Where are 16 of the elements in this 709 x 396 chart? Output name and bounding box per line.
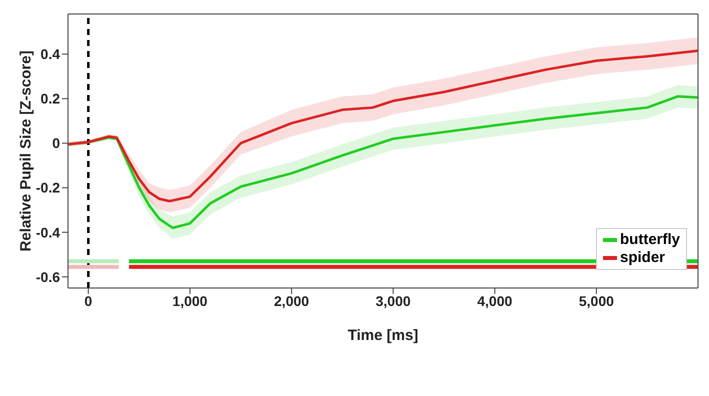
legend-label: spider [620, 249, 666, 267]
y-tick-label: 0.2 [40, 90, 60, 107]
x-tick-label: 4,000 [477, 292, 512, 309]
y-tick-label: -0.6 [36, 268, 60, 285]
y-tick-label: -0.4 [36, 224, 60, 240]
x-tick-label: 2,000 [274, 292, 310, 309]
x-tick-label: 3,000 [376, 292, 411, 309]
y-tick-label: -0.2 [36, 180, 60, 196]
x-tick-label: 0 [84, 292, 92, 309]
legend-label: butterfly [620, 231, 680, 249]
x-tick-label: 1,000 [172, 292, 208, 309]
x-tick-label: 5,000 [578, 292, 614, 309]
y-tick-label: 0.4 [40, 46, 60, 62]
x-axis-title: Time [ms] [348, 327, 418, 344]
y-tick-label: 0 [52, 135, 60, 152]
y-axis-title: Relative Pupil Size [Z-score] [18, 50, 34, 252]
